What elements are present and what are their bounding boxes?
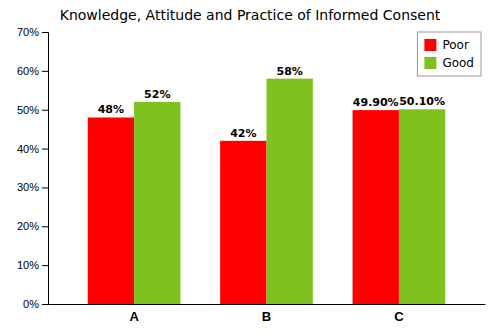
y-tick-mark bbox=[42, 149, 48, 150]
y-tick-label: 0% bbox=[23, 298, 39, 310]
y-tick-mark bbox=[42, 32, 48, 33]
legend-swatch bbox=[424, 57, 436, 69]
bars bbox=[88, 79, 446, 304]
y-tick: 50% bbox=[17, 104, 48, 116]
data-label: 49.90% bbox=[353, 96, 399, 109]
y-tick: 70% bbox=[17, 26, 48, 38]
legend-box bbox=[417, 32, 481, 76]
y-axis: 0% 10% 20% 30% 40% 50% 60% 70% bbox=[17, 26, 49, 310]
legend-item: Poor bbox=[424, 38, 468, 52]
legend: Poor Good bbox=[417, 32, 481, 76]
x-axis-line bbox=[49, 304, 486, 305]
data-label: 58% bbox=[277, 65, 303, 78]
y-axis-line bbox=[42, 33, 49, 305]
x-tick-label: C bbox=[394, 309, 404, 324]
y-tick-label: 20% bbox=[17, 220, 39, 232]
data-label: 42% bbox=[230, 127, 256, 140]
bar bbox=[88, 117, 134, 304]
y-tick-label: 10% bbox=[17, 259, 39, 271]
data-label: 48% bbox=[98, 103, 124, 116]
legend-label: Poor bbox=[442, 38, 468, 52]
y-tick-mark bbox=[42, 304, 48, 305]
data-label: 52% bbox=[144, 88, 170, 101]
legend-swatch bbox=[424, 39, 436, 51]
data-labels: 48% 42% 49.90% 52% 58% 50.10% bbox=[98, 65, 445, 140]
data-label: 50.10% bbox=[399, 95, 445, 108]
bar bbox=[399, 109, 445, 304]
y-tick: 40% bbox=[17, 143, 48, 155]
legend-item: Good bbox=[424, 56, 474, 70]
series bbox=[134, 79, 445, 304]
y-tick-label: 30% bbox=[17, 181, 39, 193]
y-tick: 0% bbox=[23, 298, 48, 310]
y-tick: 30% bbox=[17, 181, 48, 193]
y-tick-mark bbox=[42, 226, 48, 227]
bar bbox=[134, 102, 180, 304]
y-tick-label: 50% bbox=[17, 104, 39, 116]
bar bbox=[220, 141, 266, 304]
x-axis: A B C bbox=[49, 305, 486, 325]
y-tick-mark bbox=[42, 187, 48, 188]
bar bbox=[267, 79, 313, 304]
y-tick-label: 40% bbox=[17, 143, 39, 155]
x-tick-label: A bbox=[129, 309, 139, 324]
x-tick: C bbox=[394, 309, 404, 324]
x-tick: B bbox=[262, 309, 271, 324]
y-tick: 20% bbox=[17, 220, 48, 232]
x-tick: A bbox=[129, 309, 139, 324]
y-tick-mark bbox=[42, 265, 48, 266]
chart: Knowledge, Attitude and Practice of Info… bbox=[0, 0, 500, 334]
bar bbox=[353, 110, 399, 304]
y-tick: 10% bbox=[17, 259, 48, 271]
x-tick-label: B bbox=[262, 309, 271, 324]
plot: 0% 10% 20% 30% 40% 50% 60% 70% A B C 48% 42% 49.90% 52… bbox=[17, 26, 486, 324]
y-tick-label: 60% bbox=[17, 65, 39, 77]
legend-label: Good bbox=[442, 56, 474, 70]
title: Knowledge, Attitude and Practice of Info… bbox=[60, 7, 441, 23]
y-tick-mark bbox=[42, 71, 48, 72]
y-tick: 60% bbox=[17, 65, 48, 77]
y-tick-label: 70% bbox=[17, 26, 39, 38]
y-tick-mark bbox=[42, 110, 48, 111]
